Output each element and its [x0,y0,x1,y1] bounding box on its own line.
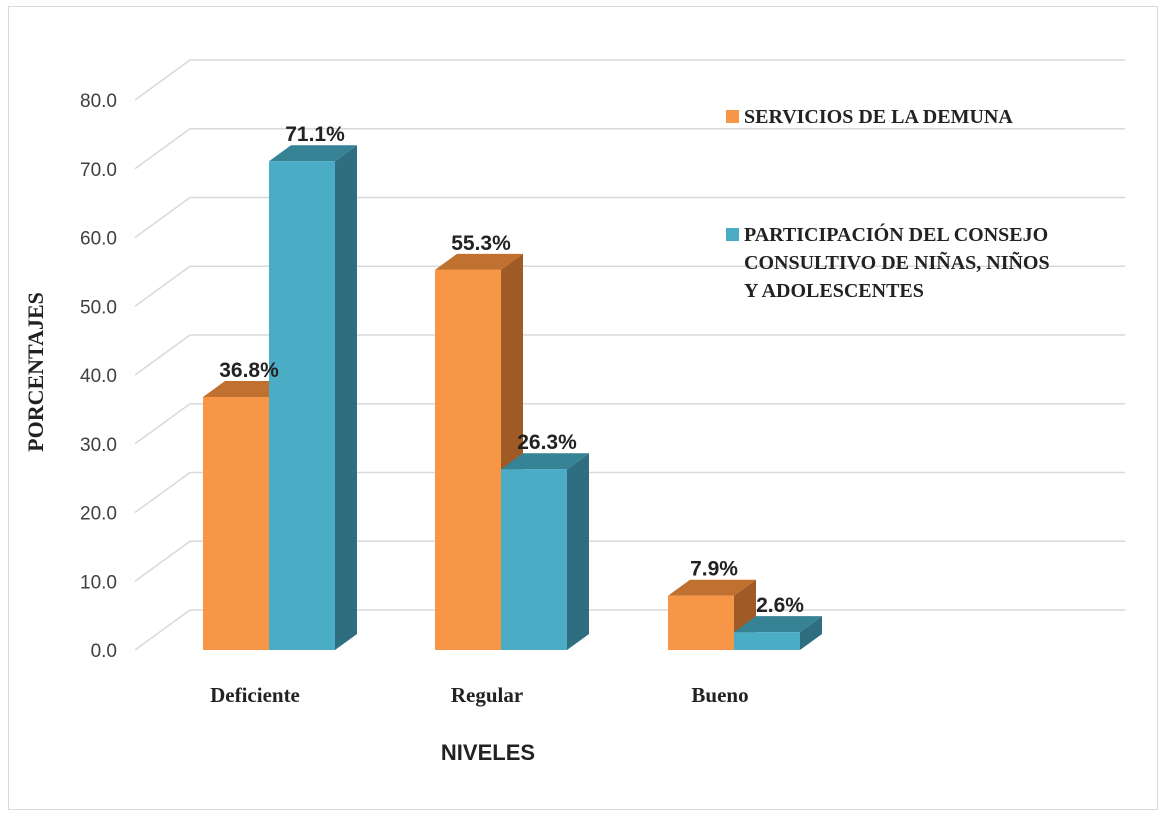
x-axis-categories: Deficiente Regular Bueno [210,683,748,707]
legend-label: Y ADOLESCENTES [744,280,924,302]
bar-side [567,453,589,650]
x-tick-label: Bueno [691,683,748,707]
gridline-diagonal [134,128,191,170]
bar-front [501,469,567,650]
y-tick-label: 20.0 [80,504,117,525]
bar [501,453,589,650]
gridline-diagonal [134,471,191,514]
data-label: 26.3% [517,431,577,454]
legend-swatch [726,110,739,123]
gridline-diagonal [134,334,191,376]
y-tick-label: 60.0 [80,229,117,250]
bar [734,616,822,650]
y-tick-label: 50.0 [80,297,117,318]
legend-label: PARTICIPACIÓN DEL CONSEJO [744,222,1048,246]
bar-side [800,616,822,650]
legend-item: SERVICIOS DE LA DEMUNA [726,106,1013,128]
bar [269,145,357,650]
y-axis-title: PORCENTAJES [23,292,48,452]
bar-top [501,453,589,470]
y-tick-label: 10.0 [80,572,117,593]
legend: SERVICIOS DE LA DEMUNA PARTICIPACIÓN DEL … [726,106,1050,302]
y-tick-label: 70.0 [80,160,117,181]
bar-side [335,145,357,650]
bar-top [269,145,357,162]
bar-front [668,595,734,650]
gridline-diagonal [134,403,191,445]
chart-frame [8,6,1158,810]
bar-front [269,161,335,650]
bar-front [734,632,800,650]
data-labels: 36.8% 71.1% 55.3% 26.3% 7.9% 2.6% [219,123,804,617]
bar-top [734,616,822,633]
x-tick-label: Deficiente [210,683,300,707]
data-label: 36.8% [219,359,279,382]
gridline-diagonal [134,196,191,239]
bar-top [668,579,756,596]
data-label: 71.1% [285,123,345,146]
legend-label: CONSULTIVO DE NIÑAS, NIÑOS [744,251,1050,274]
bar-top [435,253,523,270]
legend-swatch [726,228,739,241]
y-tick-label: 0.0 [91,641,117,662]
x-tick-label: Regular [451,683,523,707]
data-label: 2.6% [756,594,804,617]
legend-item: PARTICIPACIÓN DEL CONSEJO CONSULTIVO DE N… [726,222,1050,302]
legend-label: SERVICIOS DE LA DEMUNA [744,106,1013,128]
bar-front [435,269,501,650]
gridline-diagonal [134,609,191,651]
y-tick-label: 80.0 [80,91,117,112]
data-label: 55.3% [451,232,511,255]
bar-front [203,397,269,650]
x-axis-title: NIVELES [441,740,535,765]
gridline-diagonal [134,540,191,582]
gridline-diagonal [134,265,191,307]
data-label: 7.9% [690,558,738,581]
y-tick-label: 30.0 [80,435,117,456]
y-axis-ticks: 0.0 10.0 20.0 30.0 40.0 50.0 60.0 70.0 80.0 [80,91,117,662]
bars [203,145,822,650]
gridline-diagonal [134,59,191,101]
y-tick-label: 40.0 [80,366,117,387]
